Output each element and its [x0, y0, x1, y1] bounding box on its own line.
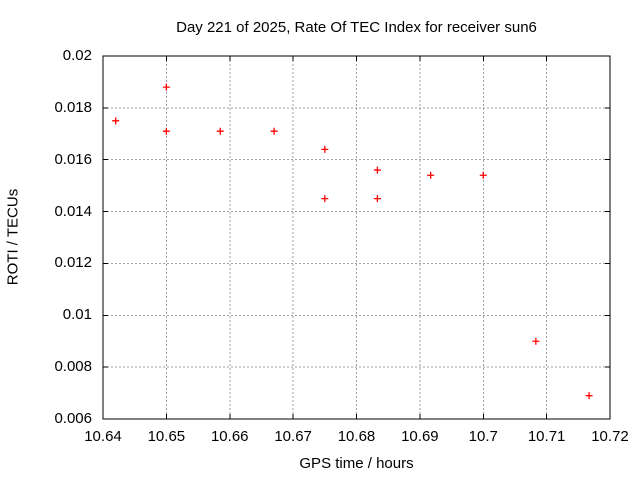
y-tick-label: 0.006	[54, 410, 92, 427]
data-point-marker	[373, 166, 381, 174]
data-point-marker	[162, 83, 170, 91]
data-point-marker	[585, 392, 593, 400]
chart-title: Day 221 of 2025, Rate Of TEC Index for r…	[176, 19, 537, 36]
data-point-marker	[162, 127, 170, 135]
x-tick-label: 10.71	[527, 428, 566, 445]
data-point-marker	[532, 337, 540, 345]
x-tick-label: 10.69	[401, 428, 439, 445]
x-tick-label: 10.72	[591, 428, 629, 445]
data-point-marker	[216, 127, 224, 135]
data-point-marker	[427, 171, 435, 179]
data-point-marker	[373, 195, 381, 203]
data-point-marker	[321, 145, 329, 153]
y-tick-label: 0.018	[54, 98, 92, 116]
y-tick-label: 0.01	[62, 306, 92, 324]
data-point-marker	[112, 117, 120, 125]
x-tick-label: 10.65	[147, 428, 186, 445]
data-point-marker	[270, 127, 278, 135]
y-tick-label: 0.016	[54, 150, 92, 168]
x-tick-label: 10.7	[468, 428, 498, 445]
y-tick-label: 0.012	[54, 254, 92, 272]
x-tick-label: 10.66	[210, 428, 249, 445]
y-tick-label: 0.014	[54, 202, 92, 220]
data-point-marker	[321, 195, 329, 203]
x-tick-label: 10.64	[84, 428, 122, 445]
x-tick-label: 10.68	[337, 428, 376, 445]
data-point-marker	[479, 171, 487, 179]
x-tick-label: 10.67	[274, 428, 312, 445]
x-axis-label: GPS time / hours	[299, 455, 414, 472]
y-tick-label: 0.02	[62, 47, 92, 64]
y-tick-label: 0.008	[54, 358, 92, 376]
plot-border	[102, 55, 611, 420]
